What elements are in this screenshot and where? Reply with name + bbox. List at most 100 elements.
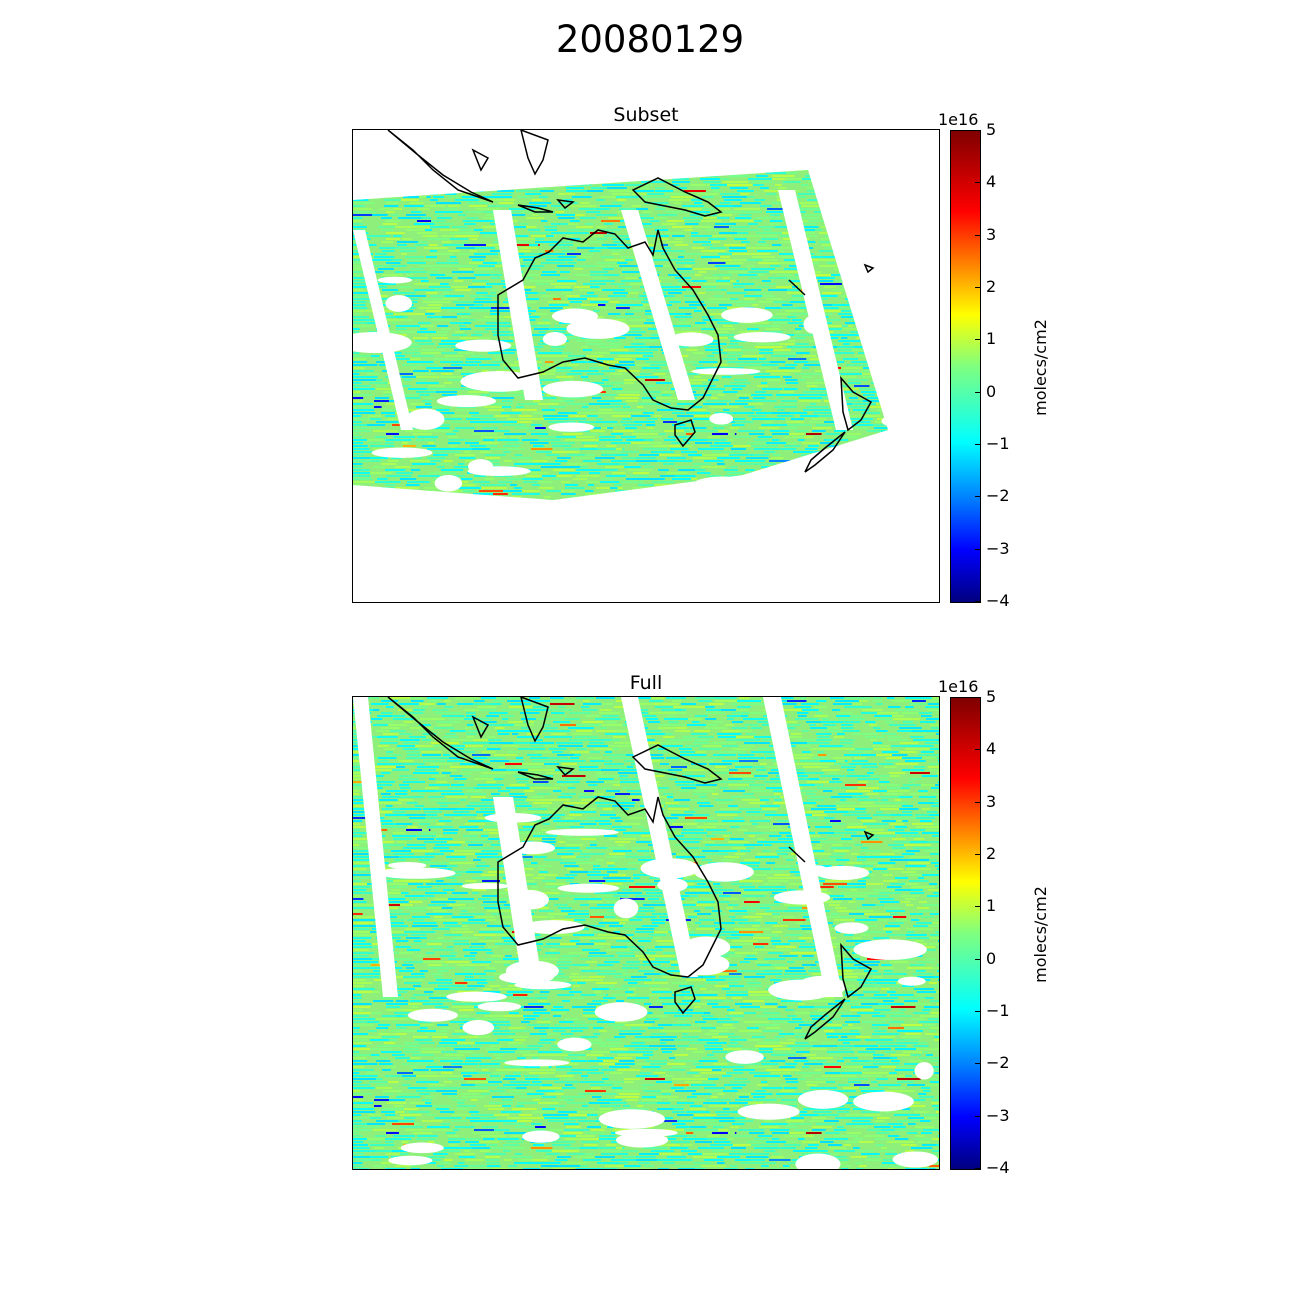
- full-panel-title: Full: [629, 672, 663, 694]
- data-cell: [892, 253, 909, 255]
- data-cell: [353, 331, 360, 333]
- data-cell: [449, 448, 473, 450]
- data-cell: [616, 448, 623, 450]
- data-cell: [581, 253, 594, 255]
- data-cell: [418, 793, 426, 795]
- data-cell: [822, 244, 849, 246]
- data-cell: [584, 589, 606, 591]
- data-cell: [444, 460, 453, 462]
- data-cell: [487, 139, 509, 141]
- data-cell: [855, 493, 878, 495]
- data-cell: [908, 232, 933, 234]
- cloud-gap: [371, 447, 433, 458]
- data-cell: [867, 235, 876, 237]
- data-cell: [822, 769, 840, 771]
- data-cell: [827, 727, 839, 729]
- data-cell: [871, 196, 878, 198]
- data-cell: [776, 286, 800, 288]
- data-cell: [484, 316, 505, 318]
- data-cell: [683, 217, 707, 219]
- data-cell: [909, 178, 927, 180]
- data-cell: [823, 277, 836, 279]
- data-cell: [353, 403, 374, 405]
- data-cell: [825, 433, 840, 435]
- data-cell: [869, 724, 877, 726]
- data-cell: [517, 250, 532, 252]
- data-cell: [617, 412, 642, 414]
- data-cell: [483, 166, 497, 168]
- data-cell: [569, 550, 594, 552]
- data-cell: [353, 322, 368, 324]
- data-cell: [792, 295, 812, 297]
- data-cell: [664, 430, 691, 432]
- data-cell: [733, 436, 752, 438]
- data-cell: [816, 586, 826, 588]
- data-cell: [392, 499, 417, 500]
- data-cell: [748, 415, 766, 417]
- data-cell: [353, 487, 368, 489]
- data-cell: [564, 136, 582, 138]
- data-cell: [644, 580, 664, 582]
- data-cell: [882, 733, 896, 735]
- data-cell: [550, 544, 566, 546]
- data-cell: [602, 244, 618, 246]
- data-cell: [751, 394, 773, 396]
- data-cell: [865, 181, 888, 183]
- data-cell: [884, 286, 888, 288]
- data-cell: [449, 445, 458, 447]
- data-cell: [735, 766, 760, 768]
- data-cell: [571, 514, 586, 516]
- data-cell: [899, 463, 913, 465]
- data-cell: [735, 763, 753, 765]
- data-cell: [932, 475, 939, 477]
- cloud-gap: [721, 307, 773, 323]
- data-cell: [884, 142, 892, 144]
- data-cell: [901, 337, 921, 339]
- data-cell: [496, 358, 503, 360]
- data-cell: [516, 514, 535, 516]
- data-cell: [562, 292, 571, 294]
- data-cell: [786, 469, 800, 471]
- data-cell: [586, 781, 606, 783]
- data-cell: [873, 748, 891, 750]
- data-cell: [754, 220, 762, 222]
- data-cell: [654, 445, 677, 447]
- data-cell: [618, 562, 640, 564]
- data-cell: [479, 499, 504, 500]
- cloud-gap: [542, 380, 604, 398]
- data-cell: [486, 214, 498, 216]
- data-cell: [408, 502, 419, 504]
- data-cell: [750, 460, 765, 462]
- data-cell: [454, 529, 461, 531]
- data-cell: [853, 448, 860, 450]
- data-cell: [878, 577, 896, 579]
- data-cell: [849, 244, 865, 246]
- data-cell: [924, 418, 937, 420]
- data-cell: [529, 373, 553, 375]
- data-cell: [590, 502, 608, 504]
- data-cell: [875, 421, 884, 423]
- data-cell: [503, 424, 526, 426]
- data-cell: [599, 409, 613, 411]
- data-cell: [564, 499, 587, 500]
- data-cell: [780, 385, 788, 387]
- data-cell: [428, 430, 453, 432]
- data-cell: [675, 475, 696, 477]
- data-cell: [566, 187, 585, 189]
- data-cell: [727, 439, 734, 441]
- data-cell: [895, 598, 912, 600]
- data-cell: [648, 256, 673, 258]
- data-cell: [823, 724, 836, 726]
- data-cell: [353, 436, 363, 438]
- data-cell: [656, 286, 681, 288]
- data-cell: [849, 283, 858, 285]
- data-cell: [706, 523, 725, 525]
- data-cell: [802, 178, 824, 180]
- data-cell: [850, 484, 867, 486]
- data-cell: [397, 394, 418, 396]
- data-cell: [395, 271, 411, 273]
- data-cell: [619, 361, 635, 363]
- data-cell: [750, 499, 764, 500]
- data-cell: [858, 799, 879, 801]
- data-cell: [911, 319, 925, 321]
